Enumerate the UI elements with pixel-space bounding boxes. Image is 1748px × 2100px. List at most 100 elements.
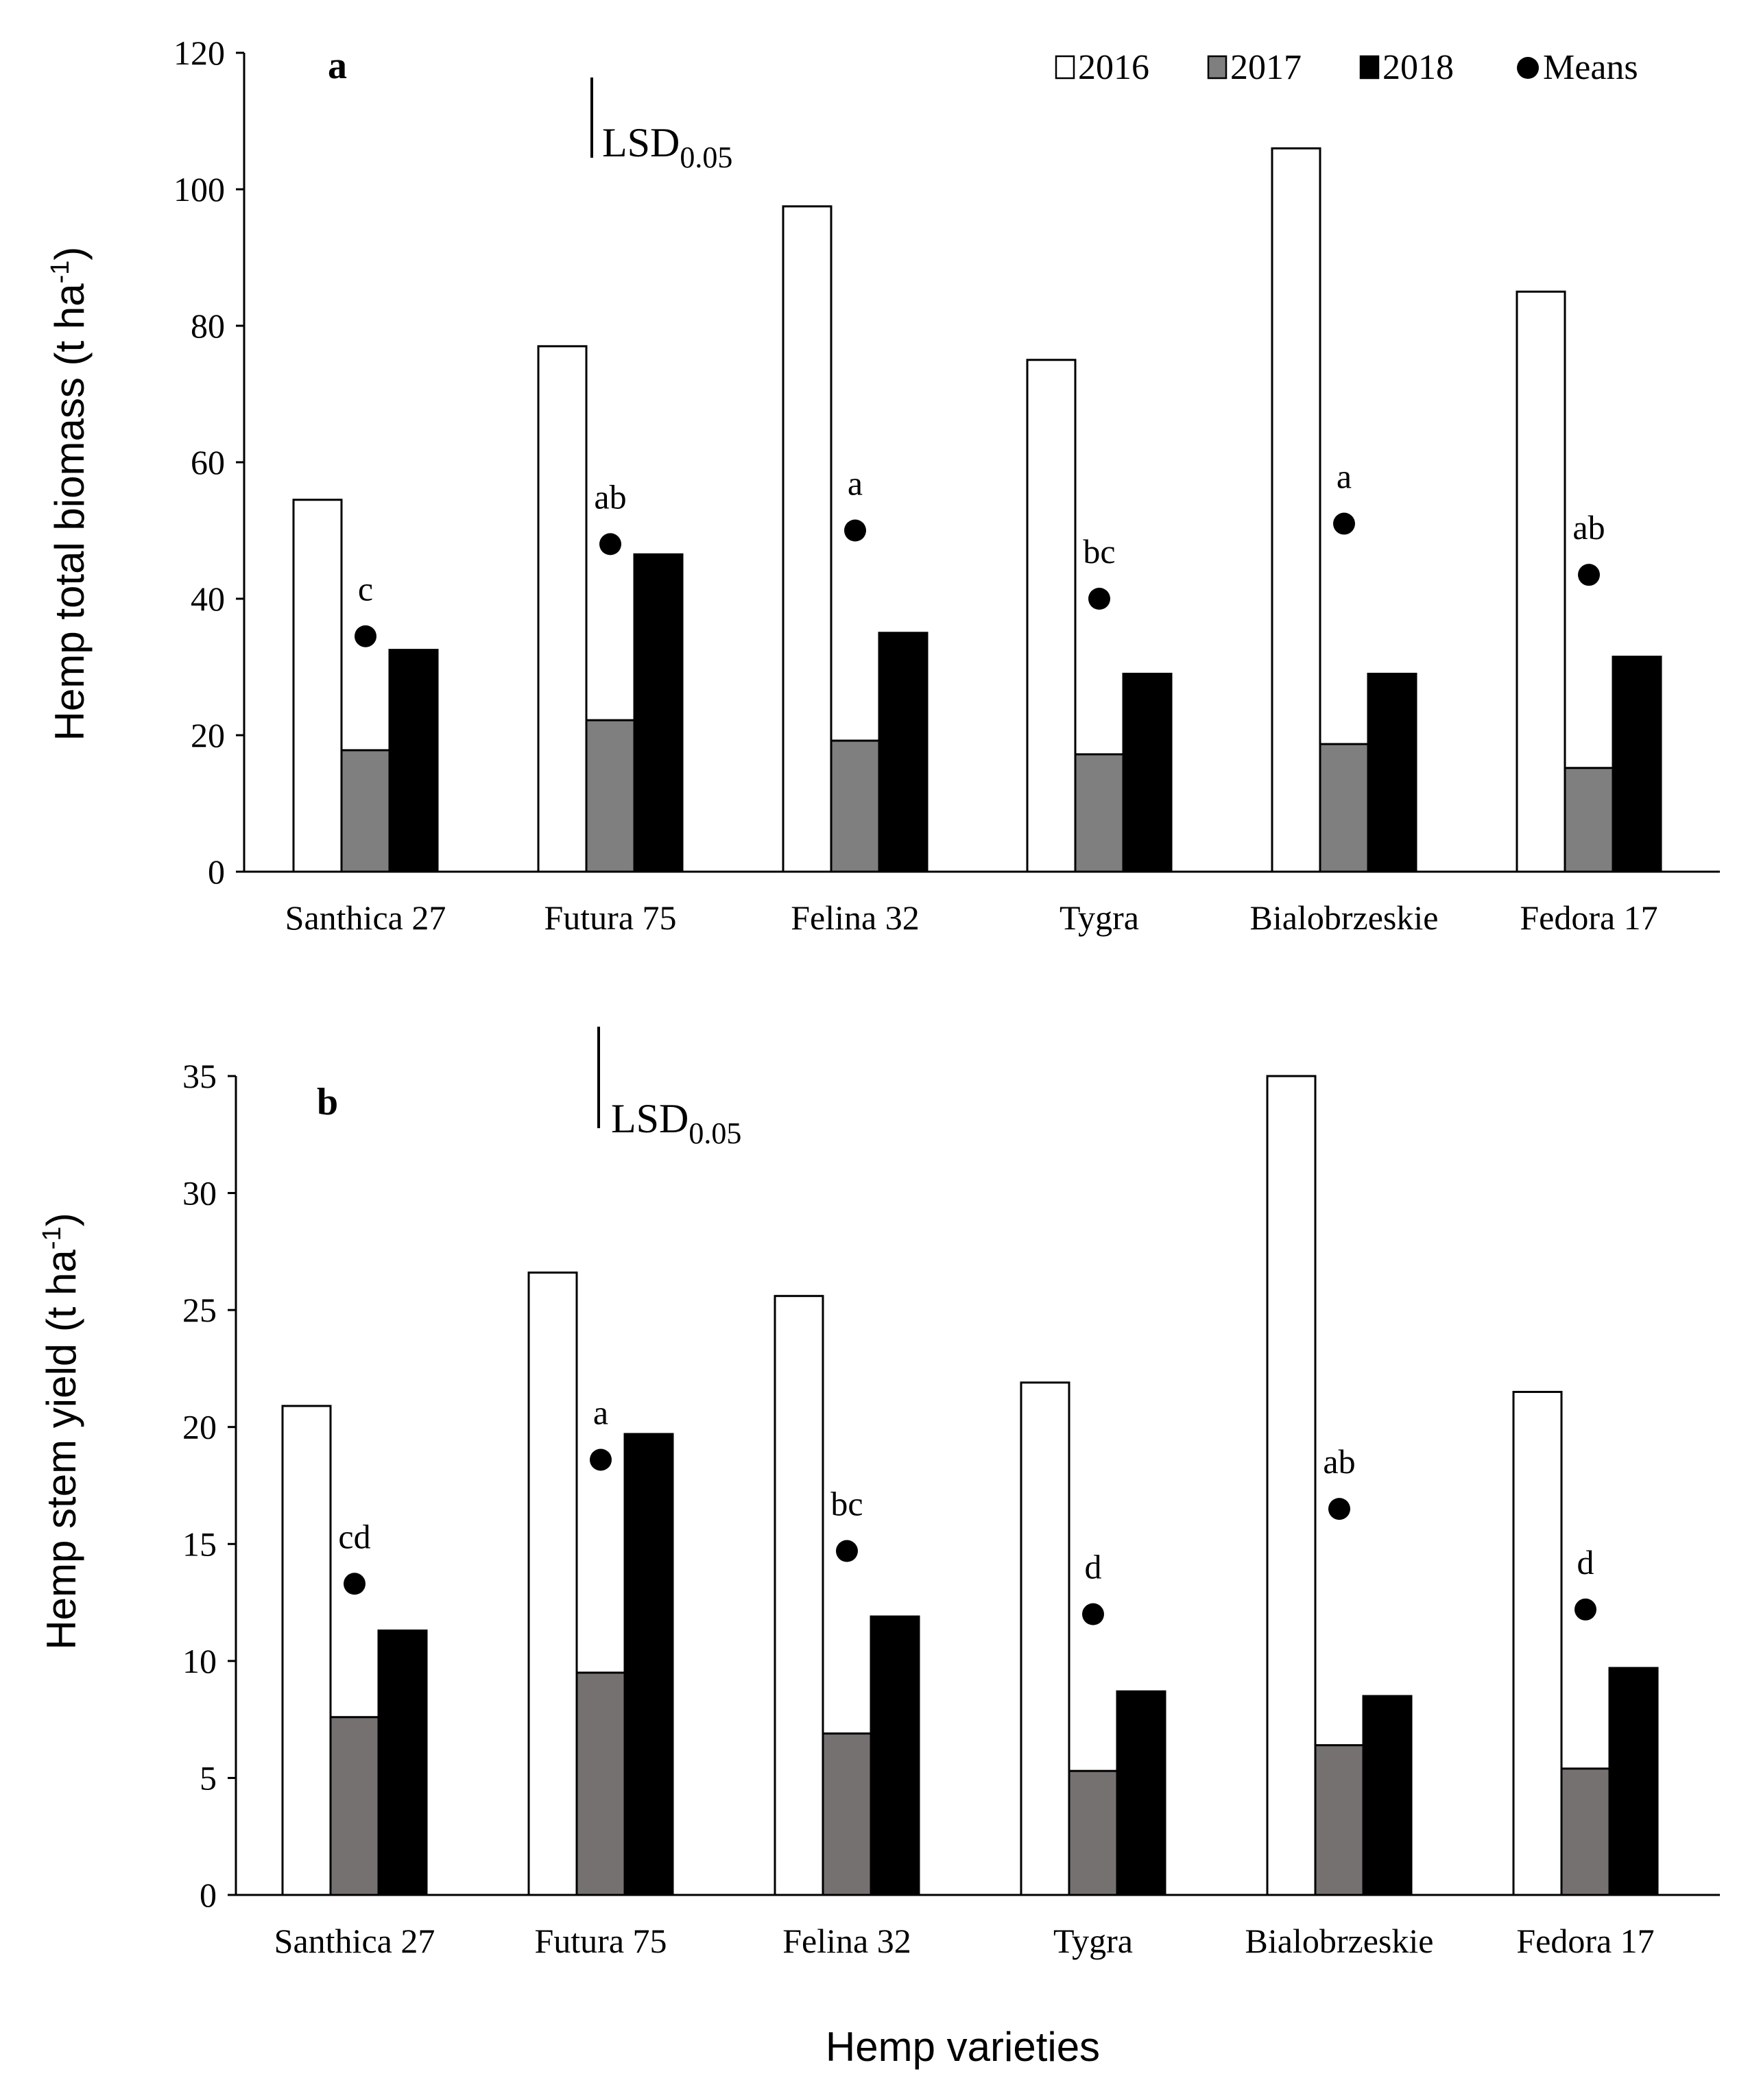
- panel-a-bar-2016: [1271, 147, 1321, 873]
- panel-b-bar-2017: [822, 1732, 872, 1896]
- panel-b-y-tick-label: 15: [182, 1525, 217, 1563]
- panel-a-category-label: Santhica 27: [285, 898, 446, 937]
- panel-b-mean-letter: ab: [1323, 1442, 1355, 1481]
- panel-a-letter: a: [328, 45, 347, 87]
- panel-a-mean-marker: [1333, 512, 1355, 535]
- legend-2018-label: 2018: [1382, 48, 1454, 87]
- panel-b-bar-2018: [623, 1433, 674, 1896]
- panel-b-y-tick-label: 20: [182, 1408, 217, 1446]
- panel-b-mean-marker: [1575, 1598, 1596, 1621]
- panel-a-category-label: Fedora 17: [1520, 898, 1657, 937]
- panel-b-y-tick-label: 25: [182, 1291, 217, 1329]
- panel-b-bar-2017: [1314, 1744, 1365, 1896]
- panel-a-mean-marker: [844, 519, 866, 542]
- panel-a-mean-marker: [599, 533, 621, 556]
- panel-a-bar-2016: [1026, 359, 1077, 873]
- panel-b-letter: b: [317, 1081, 338, 1123]
- panel-a-mean-letter: c: [358, 570, 373, 608]
- panel-b-category-label: Felina 32: [782, 1922, 911, 1960]
- panel-b-bar-2017: [329, 1716, 380, 1896]
- panel-b-bar-2016: [1020, 1381, 1070, 1896]
- panel-b-y-tick-label: 30: [182, 1174, 217, 1213]
- panel-b-bar-2016: [774, 1295, 824, 1896]
- legend-2018-swatch: [1359, 55, 1380, 80]
- panel-b-bar-2018: [1608, 1667, 1659, 1896]
- panel-b-mean-marker: [1082, 1603, 1104, 1625]
- panel-b-y-tick-label: 0: [200, 1876, 217, 1914]
- legend-2017-swatch: [1207, 55, 1228, 80]
- panel-b-mean-marker: [344, 1573, 366, 1595]
- panel-b-mean-letter: bc: [830, 1485, 863, 1523]
- panel-a-category-label: Tygra: [1059, 898, 1139, 937]
- panel-b-mean-letter: d: [1577, 1543, 1594, 1582]
- panel-b-bar-2016: [1512, 1391, 1563, 1896]
- panel-b-bar-2018: [377, 1630, 428, 1896]
- panel-a-bar-2017: [830, 739, 881, 873]
- panel-b-bar-2018: [1116, 1690, 1166, 1896]
- panel-a-bar-2017: [340, 749, 391, 873]
- panel-b-mean-marker: [590, 1448, 612, 1471]
- panel-a-y-tick-label: 20: [191, 716, 225, 754]
- panel-a-category-label: Futura 75: [544, 898, 676, 937]
- panel-a-y-tick-label: 60: [191, 443, 225, 481]
- panel-a-bar-2018: [1122, 672, 1173, 873]
- panel-a-bar-2016: [1516, 290, 1566, 873]
- panel-b-lsd-label: LSD0.05: [611, 1096, 741, 1150]
- panel-b-bar-2016: [527, 1272, 578, 1896]
- panel-b-y-tick-label: 10: [182, 1642, 217, 1680]
- panel-b-mean-letter: a: [593, 1393, 608, 1431]
- panel-b-bar-2018: [1362, 1695, 1413, 1896]
- panel-b-bar-2017: [1560, 1767, 1611, 1896]
- panel-b-mean-letter: cd: [338, 1517, 370, 1555]
- panel-a-y-tick-label: 80: [191, 307, 225, 345]
- panel-a-mean-marker: [1088, 588, 1110, 610]
- panel-a-mean-letter: ab: [594, 477, 626, 516]
- legend-means-label: Means: [1543, 48, 1638, 87]
- panel-a-category-label: Felina 32: [791, 898, 919, 937]
- shared-x-axis-title: Hemp varieties: [826, 2024, 1100, 2070]
- panel-a-mean-letter: a: [848, 464, 863, 503]
- panel-a-total-biomass-chart: a Hemp total biomass (t ha-1) 2016 2017 …: [46, 34, 1720, 937]
- panel-a-bar-2016: [292, 499, 343, 873]
- panel-b-stem-yield-chart: b Hemp stem yield (t ha-1) 0 5 10 15 20 25 30 3…: [38, 1027, 1720, 1960]
- legend: 2016 2017 2018 Means: [1055, 48, 1638, 87]
- panel-b-category-label: Fedora 17: [1516, 1922, 1654, 1960]
- panel-b-bar-2017: [1068, 1769, 1118, 1896]
- panel-b-mean-letter: d: [1085, 1548, 1102, 1586]
- panel-a-y-tick-label: 100: [173, 170, 225, 208]
- panel-a-y-axis-title: Hemp total biomass (t ha-1): [46, 247, 93, 741]
- legend-means-marker: [1517, 57, 1539, 79]
- panel-b-bar-2018: [870, 1615, 920, 1896]
- panel-b-y-tick-label: 5: [200, 1758, 217, 1797]
- panel-b-mean-marker: [1328, 1498, 1350, 1520]
- panel-b-category-label: Bialobrzeskie: [1245, 1922, 1434, 1960]
- panel-a-bar-2017: [1319, 743, 1369, 873]
- legend-2017-label: 2017: [1230, 48, 1302, 87]
- panel-a-y-tick-label: 40: [191, 580, 225, 618]
- legend-2016-swatch: [1055, 55, 1075, 80]
- panel-b-category-label: Futura 75: [534, 1922, 667, 1960]
- panel-a-lsd-label: LSD0.05: [602, 120, 732, 174]
- panel-b-mean-marker: [836, 1540, 858, 1562]
- panel-b-y-tick-label: 35: [182, 1057, 217, 1095]
- panel-a-bar-2017: [1074, 753, 1125, 873]
- panel-b-category-label: Tygra: [1053, 1922, 1133, 1960]
- panel-a-mean-letter: a: [1337, 457, 1352, 496]
- panel-a-mean-letter: bc: [1083, 532, 1115, 571]
- panel-a-bar-2017: [585, 719, 636, 873]
- panel-a-category-label: Bialobrzeskie: [1250, 898, 1439, 937]
- panel-b-y-axis-title: Hemp stem yield (t ha-1): [38, 1213, 84, 1649]
- panel-a-mean-letter: ab: [1572, 508, 1605, 547]
- panel-a-bar-2016: [537, 345, 588, 873]
- panel-b-bar-2016: [281, 1405, 332, 1896]
- panel-a-bar-2016: [782, 205, 833, 873]
- panel-a-y-tick-label: 120: [173, 34, 225, 72]
- panel-a-bar-2018: [1612, 656, 1662, 873]
- panel-a-y-tick-label: 0: [208, 852, 225, 891]
- legend-2016-label: 2016: [1078, 48, 1149, 87]
- panel-a-bar-2017: [1564, 767, 1614, 873]
- panel-b-category-label: Santhica 27: [274, 1922, 435, 1960]
- panel-a-bar-2018: [1367, 672, 1417, 873]
- panel-a-mean-marker: [1578, 564, 1600, 586]
